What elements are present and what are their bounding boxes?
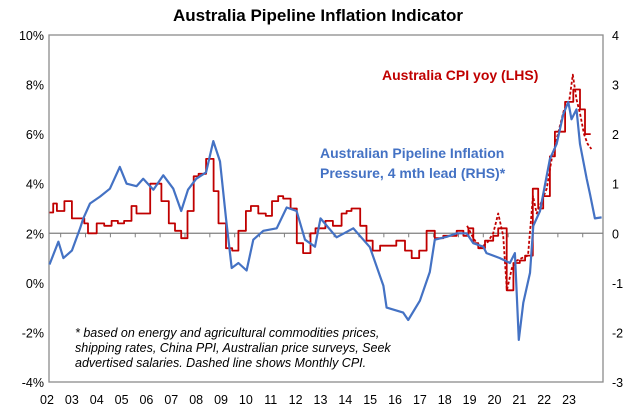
cpi-quarterly-line <box>49 88 591 292</box>
x-tick-label: 19 <box>463 393 477 407</box>
x-tick-label: 08 <box>189 393 203 407</box>
footnote-line2: shipping rates, China PPI, Australian pr… <box>75 341 391 355</box>
right-tick-label: 0 <box>612 227 619 241</box>
pipeline-series-label-line1: Australian Pipeline Inflation <box>320 145 504 161</box>
x-tick-label: 20 <box>488 393 502 407</box>
x-tick-label: 04 <box>90 393 104 407</box>
left-tick-label: 4% <box>26 178 44 192</box>
right-tick-label: -2 <box>612 326 623 340</box>
x-tick-label: 11 <box>264 393 277 407</box>
right-axis: 4 3 2 1 0 -1 -2 -3 <box>612 29 623 390</box>
left-tick-label: 8% <box>26 79 44 93</box>
x-tick-label: 18 <box>438 393 452 407</box>
chart-title: Australia Pipeline Inflation Indicator <box>173 6 463 25</box>
left-tick-label: 0% <box>26 277 44 291</box>
right-tick-label: -3 <box>612 376 623 390</box>
x-tick-label: 07 <box>164 393 178 407</box>
cpi-series-label: Australia CPI yoy (LHS) <box>382 67 538 83</box>
left-axis: 10% 8% 6% 4% 2% 0% -2% -4% <box>19 29 44 390</box>
footnote-line1: * based on energy and agricultural commo… <box>75 326 379 340</box>
cpi-monthly-dashed-line <box>466 73 593 292</box>
series-group <box>48 73 602 341</box>
x-tick-label: 06 <box>139 393 153 407</box>
x-tick-label: 13 <box>314 393 328 407</box>
left-tick-label: -4% <box>22 376 44 390</box>
x-tick-label: 21 <box>512 393 526 407</box>
x-tick-label: 15 <box>363 393 377 407</box>
plot-area <box>48 34 604 383</box>
right-tick-label: 1 <box>612 178 619 192</box>
left-tick-label: 2% <box>26 227 44 241</box>
pipeline-pressure-line <box>48 100 602 341</box>
right-tick-label: 4 <box>612 29 619 43</box>
right-tick-label: 2 <box>612 128 619 142</box>
x-tick-label: 12 <box>289 393 303 407</box>
x-tick-label: 22 <box>537 393 551 407</box>
right-tick-label: -1 <box>612 277 623 291</box>
x-tick-label: 02 <box>40 393 54 407</box>
x-tick-label: 17 <box>413 393 427 407</box>
x-axis: 02 03 04 05 06 07 08 09 10 11 12 13 14 15 16 17 18 19 20 21… <box>40 232 603 407</box>
x-tick-label: 23 <box>562 393 576 407</box>
x-tick-label: 05 <box>115 393 129 407</box>
footnote-line3: advertised salaries. Dashed line shows M… <box>75 356 366 370</box>
x-tick-label: 10 <box>239 393 253 407</box>
left-tick-label: 10% <box>19 29 44 43</box>
x-tick-label: 14 <box>338 393 352 407</box>
x-tick-label: 16 <box>388 393 402 407</box>
left-tick-label: -2% <box>22 326 44 340</box>
pipeline-series-label-line2: Pressure, 4 mth lead (RHS)* <box>320 165 506 181</box>
right-tick-label: 3 <box>612 79 619 93</box>
x-tick-label: 03 <box>65 393 79 407</box>
left-tick-label: 6% <box>26 128 44 142</box>
x-tick-label: 09 <box>214 393 228 407</box>
